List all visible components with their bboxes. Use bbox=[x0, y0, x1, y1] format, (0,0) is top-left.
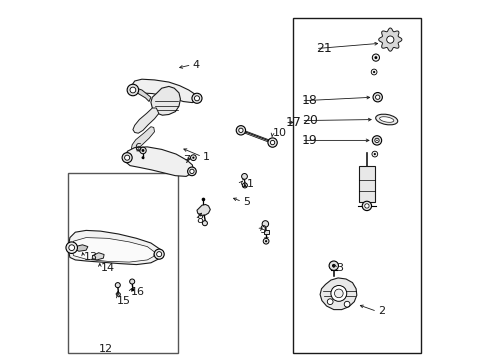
Bar bbox=[358, 166, 374, 202]
Polygon shape bbox=[378, 28, 401, 51]
Circle shape bbox=[264, 240, 266, 242]
Circle shape bbox=[202, 221, 207, 226]
Circle shape bbox=[371, 136, 381, 145]
Text: 12: 12 bbox=[99, 344, 113, 354]
Text: 13: 13 bbox=[84, 252, 98, 262]
Text: 21: 21 bbox=[316, 42, 331, 55]
Circle shape bbox=[194, 96, 199, 101]
Text: 6: 6 bbox=[134, 143, 142, 153]
Text: 3: 3 bbox=[336, 263, 343, 273]
Circle shape bbox=[362, 201, 371, 211]
Circle shape bbox=[190, 155, 196, 161]
Text: 9: 9 bbox=[258, 225, 265, 235]
Circle shape bbox=[326, 299, 332, 305]
Circle shape bbox=[262, 221, 268, 227]
Text: 7: 7 bbox=[183, 155, 190, 165]
Text: 10: 10 bbox=[273, 128, 287, 138]
Circle shape bbox=[129, 279, 134, 284]
Text: 2: 2 bbox=[377, 306, 384, 316]
Text: 8: 8 bbox=[196, 215, 203, 225]
Polygon shape bbox=[125, 147, 193, 176]
Circle shape bbox=[115, 283, 120, 288]
Polygon shape bbox=[68, 230, 162, 265]
Circle shape bbox=[328, 261, 338, 270]
Circle shape bbox=[375, 140, 377, 141]
Circle shape bbox=[187, 167, 196, 176]
Polygon shape bbox=[72, 238, 154, 262]
Text: 16: 16 bbox=[131, 287, 145, 297]
Circle shape bbox=[236, 126, 245, 135]
Circle shape bbox=[370, 69, 376, 75]
Circle shape bbox=[386, 36, 393, 43]
Polygon shape bbox=[75, 245, 88, 251]
Polygon shape bbox=[130, 79, 197, 103]
Circle shape bbox=[331, 264, 335, 267]
Circle shape bbox=[374, 138, 378, 143]
Text: 17: 17 bbox=[285, 116, 301, 129]
Circle shape bbox=[375, 95, 379, 99]
Polygon shape bbox=[92, 253, 104, 260]
Text: 1: 1 bbox=[203, 152, 210, 162]
Circle shape bbox=[270, 140, 274, 145]
Text: 18: 18 bbox=[302, 94, 317, 107]
Circle shape bbox=[192, 93, 202, 103]
Polygon shape bbox=[320, 278, 356, 310]
Polygon shape bbox=[197, 204, 210, 215]
Text: 20: 20 bbox=[302, 114, 317, 127]
Ellipse shape bbox=[375, 114, 397, 125]
Polygon shape bbox=[131, 127, 154, 150]
Circle shape bbox=[263, 238, 268, 244]
Text: 19: 19 bbox=[302, 134, 317, 147]
Circle shape bbox=[130, 87, 136, 93]
Circle shape bbox=[141, 149, 144, 152]
Circle shape bbox=[117, 293, 120, 296]
Circle shape bbox=[334, 289, 343, 298]
Circle shape bbox=[127, 84, 139, 96]
Bar bbox=[263, 230, 268, 234]
Circle shape bbox=[154, 249, 164, 259]
Circle shape bbox=[372, 71, 374, 73]
Circle shape bbox=[344, 301, 349, 307]
Circle shape bbox=[364, 204, 368, 208]
Circle shape bbox=[69, 245, 75, 251]
Circle shape bbox=[244, 184, 245, 186]
Text: 11: 11 bbox=[241, 179, 254, 189]
Circle shape bbox=[373, 153, 375, 155]
Circle shape bbox=[192, 157, 194, 159]
Circle shape bbox=[371, 54, 379, 61]
Circle shape bbox=[124, 155, 129, 160]
Polygon shape bbox=[151, 86, 180, 115]
Circle shape bbox=[141, 156, 144, 159]
Circle shape bbox=[201, 198, 205, 201]
Ellipse shape bbox=[379, 117, 393, 122]
Polygon shape bbox=[134, 88, 151, 102]
Bar bbox=[68, 173, 178, 353]
Circle shape bbox=[156, 252, 162, 257]
Circle shape bbox=[131, 288, 134, 291]
Circle shape bbox=[140, 147, 146, 154]
Text: 5: 5 bbox=[242, 197, 249, 207]
Circle shape bbox=[371, 151, 377, 157]
Text: 14: 14 bbox=[101, 263, 114, 273]
Circle shape bbox=[66, 242, 77, 253]
Circle shape bbox=[330, 285, 346, 301]
Circle shape bbox=[242, 183, 247, 188]
Text: 4: 4 bbox=[192, 60, 199, 70]
Circle shape bbox=[189, 169, 194, 174]
Circle shape bbox=[241, 174, 247, 179]
Bar bbox=[292, 18, 420, 353]
Circle shape bbox=[238, 128, 243, 132]
Circle shape bbox=[122, 153, 132, 163]
Circle shape bbox=[267, 138, 277, 147]
Text: 15: 15 bbox=[117, 296, 130, 306]
Polygon shape bbox=[133, 108, 159, 133]
Circle shape bbox=[372, 93, 382, 102]
Circle shape bbox=[374, 56, 377, 59]
